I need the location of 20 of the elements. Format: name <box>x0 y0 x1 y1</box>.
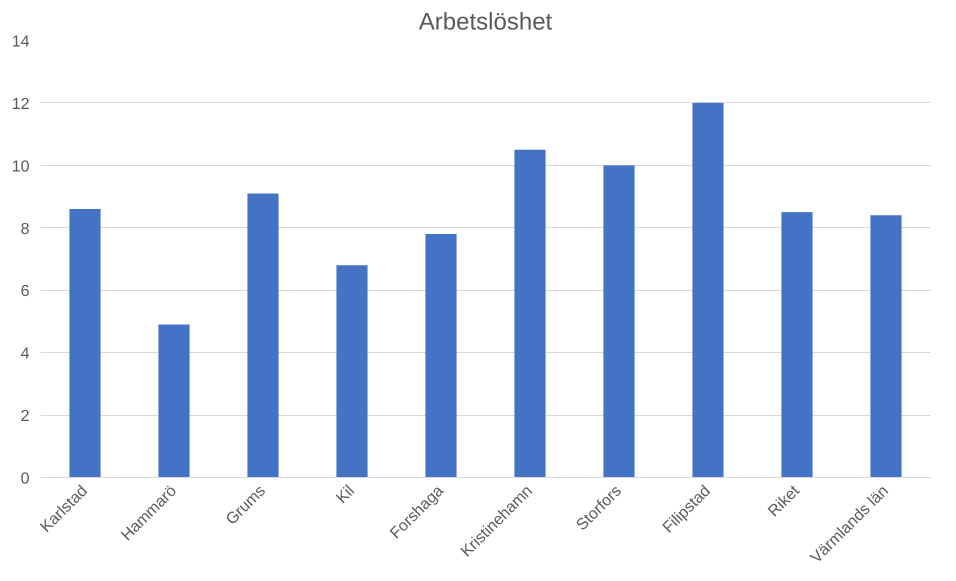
bar <box>425 234 457 478</box>
y-tick-label: 4 <box>20 346 30 363</box>
y-tick-label: 14 <box>12 34 30 50</box>
bar <box>781 212 813 478</box>
bar <box>870 215 902 478</box>
bar <box>336 265 368 478</box>
x-tick-label: Kil <box>333 482 358 508</box>
chart-title: Arbetslöshet <box>418 8 553 36</box>
y-tick-label: 12 <box>12 96 30 113</box>
y-tick-label: 2 <box>20 408 30 426</box>
y-tick-label: 10 <box>12 158 30 176</box>
bar <box>158 324 190 478</box>
bar <box>692 102 724 478</box>
y-tick-label: 6 <box>20 283 30 300</box>
y-tick-label: 8 <box>20 220 30 238</box>
bar <box>514 150 546 478</box>
bar <box>69 209 101 478</box>
y-tick-label: 0 <box>20 470 30 488</box>
bar <box>603 165 635 478</box>
bar <box>247 193 279 478</box>
